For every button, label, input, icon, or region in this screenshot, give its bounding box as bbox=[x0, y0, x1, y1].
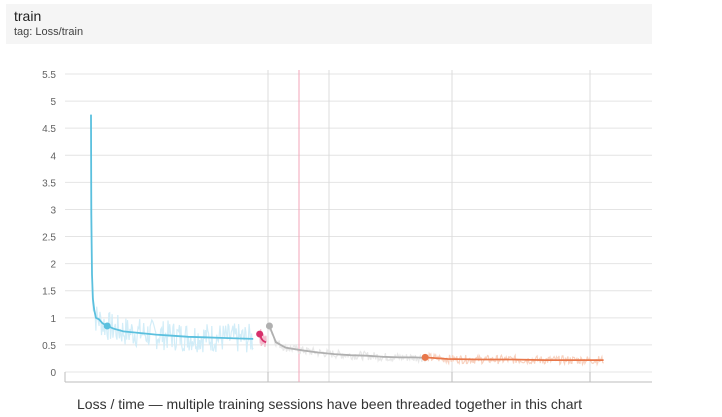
y-tick-label: 3 bbox=[50, 205, 56, 216]
series-marker-point bbox=[265, 322, 273, 330]
y-tick-label: 2 bbox=[50, 260, 56, 271]
smoothed-series-line bbox=[268, 325, 426, 359]
y-tick-label: 5 bbox=[50, 97, 56, 108]
card-title: train bbox=[14, 8, 42, 24]
y-tick-label: 0.5 bbox=[42, 341, 56, 352]
series-marker-point bbox=[256, 330, 264, 338]
y-tick-label: 4.5 bbox=[42, 124, 56, 135]
card-header: train tag: Loss/train bbox=[6, 4, 652, 44]
y-tick-label: 3.5 bbox=[42, 178, 56, 189]
y-tick-label: 5.5 bbox=[42, 70, 56, 81]
figure-caption: Loss / time — multiple training sessions… bbox=[77, 396, 583, 412]
chart-card: train tag: Loss/train 0 0.5 1 1.5 2 2.5 3 3.5 4 4… bbox=[6, 4, 652, 386]
raw-series-line bbox=[424, 351, 604, 367]
series-marker-point bbox=[103, 322, 111, 330]
y-tick-label: 2.5 bbox=[42, 233, 56, 244]
smoothed-series-line bbox=[90, 114, 254, 340]
series-marker-point bbox=[421, 353, 429, 361]
raw-series-line bbox=[90, 114, 254, 353]
y-tick-label: 1 bbox=[50, 314, 56, 325]
y-tick-label: 4 bbox=[50, 151, 56, 162]
y-tick-label: 1.5 bbox=[42, 287, 56, 298]
y-tick-label: 0 bbox=[50, 368, 56, 379]
smoothed-series-line bbox=[425, 356, 604, 361]
card-tag: tag: Loss/train bbox=[14, 26, 84, 38]
loss-chart[interactable]: 0 0.5 1 1.5 2 2.5 3 3.5 4 4.5 5 5.5 bbox=[6, 4, 652, 386]
